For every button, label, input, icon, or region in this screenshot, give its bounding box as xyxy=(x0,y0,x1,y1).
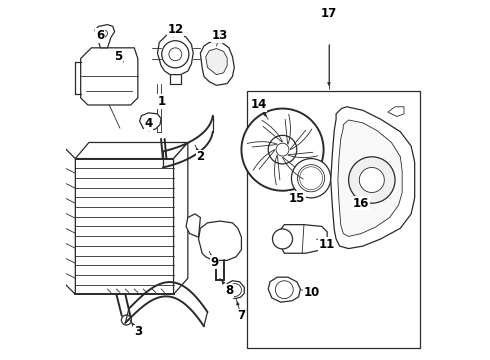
Text: 17: 17 xyxy=(321,8,337,21)
Circle shape xyxy=(359,167,384,193)
Text: 14: 14 xyxy=(250,99,267,112)
Polygon shape xyxy=(338,120,402,237)
Circle shape xyxy=(292,158,331,198)
Circle shape xyxy=(276,143,289,156)
Text: 15: 15 xyxy=(289,192,305,205)
Text: 3: 3 xyxy=(134,325,142,338)
Polygon shape xyxy=(157,33,193,75)
Bar xyxy=(247,91,420,348)
Circle shape xyxy=(100,30,107,37)
Polygon shape xyxy=(206,49,227,75)
Circle shape xyxy=(302,169,320,187)
Circle shape xyxy=(242,109,323,191)
Circle shape xyxy=(300,167,322,190)
Polygon shape xyxy=(198,221,242,260)
Circle shape xyxy=(122,315,131,325)
Text: 10: 10 xyxy=(304,286,320,299)
Circle shape xyxy=(275,281,293,298)
Polygon shape xyxy=(186,214,200,237)
Circle shape xyxy=(169,48,182,61)
Text: 13: 13 xyxy=(212,29,228,42)
Polygon shape xyxy=(225,281,245,298)
Polygon shape xyxy=(200,42,234,85)
Circle shape xyxy=(297,165,325,192)
Polygon shape xyxy=(95,24,115,48)
Polygon shape xyxy=(331,107,415,249)
Circle shape xyxy=(272,229,293,249)
Text: 5: 5 xyxy=(114,50,122,63)
Circle shape xyxy=(305,172,318,185)
Polygon shape xyxy=(140,113,161,131)
Text: 8: 8 xyxy=(225,284,233,297)
Polygon shape xyxy=(388,107,404,116)
Polygon shape xyxy=(173,143,188,294)
Text: 16: 16 xyxy=(353,197,369,210)
Text: 4: 4 xyxy=(145,117,153,130)
Text: 7: 7 xyxy=(237,309,245,322)
Polygon shape xyxy=(75,143,188,158)
Circle shape xyxy=(162,41,189,68)
Text: 11: 11 xyxy=(318,238,335,251)
Text: 1: 1 xyxy=(158,95,166,108)
Circle shape xyxy=(268,135,297,164)
Polygon shape xyxy=(279,225,327,253)
Text: 12: 12 xyxy=(167,23,183,36)
Polygon shape xyxy=(268,277,300,302)
Polygon shape xyxy=(75,158,173,294)
Text: 6: 6 xyxy=(96,29,104,42)
Polygon shape xyxy=(65,148,75,294)
Polygon shape xyxy=(342,166,352,176)
Text: 9: 9 xyxy=(211,256,219,269)
Text: 2: 2 xyxy=(196,150,204,163)
Circle shape xyxy=(228,284,242,296)
Polygon shape xyxy=(81,48,138,105)
Circle shape xyxy=(348,157,395,203)
